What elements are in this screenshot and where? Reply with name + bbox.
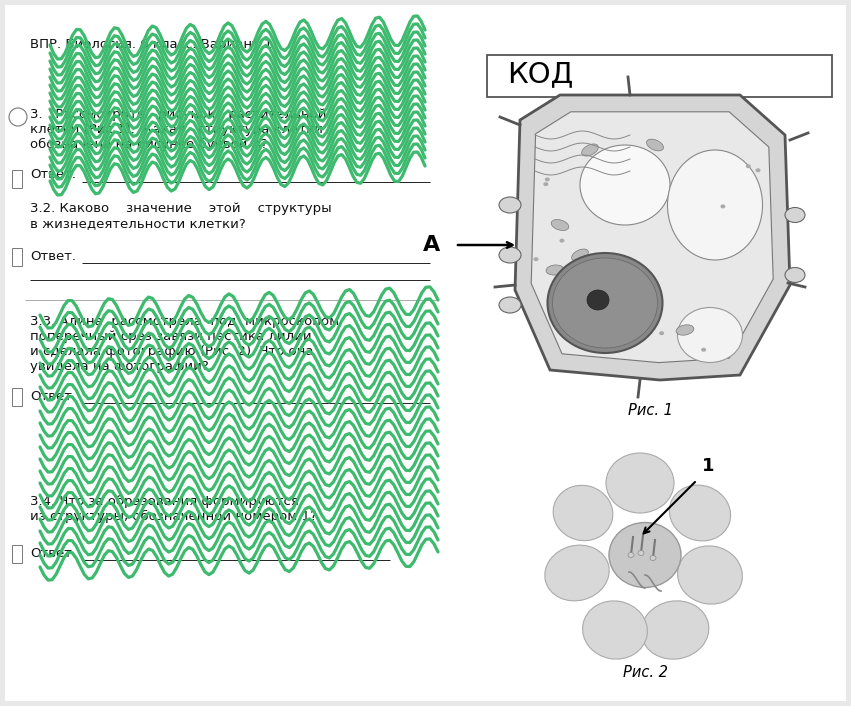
Text: Ответ.: Ответ. (30, 390, 76, 403)
Ellipse shape (546, 265, 564, 275)
Text: увидела на фотографии?: увидела на фотографии? (30, 360, 208, 373)
Text: и сделала фотографию (Рис. 2). Что она: и сделала фотографию (Рис. 2). Что она (30, 345, 313, 358)
Polygon shape (515, 95, 790, 380)
Ellipse shape (609, 522, 681, 587)
Ellipse shape (785, 208, 805, 222)
Ellipse shape (745, 164, 751, 168)
Text: ВПР. Биология. 6 класс. Вариант 1: ВПР. Биология. 6 класс. Вариант 1 (30, 38, 272, 51)
Ellipse shape (547, 253, 662, 353)
Text: 1: 1 (702, 457, 715, 475)
Text: 3.4. Что за образования формируются: 3.4. Что за образования формируются (30, 495, 299, 508)
Ellipse shape (499, 247, 521, 263)
Text: из структуры, обозначенной номером 1?: из структуры, обозначенной номером 1? (30, 510, 317, 523)
Text: КОД: КОД (507, 60, 574, 88)
Ellipse shape (636, 337, 641, 340)
Bar (487, 55, 832, 97)
Circle shape (9, 108, 27, 126)
Text: 3.   Рассмотрите   рисунок   растительной: 3. Рассмотрите рисунок растительной (30, 108, 327, 121)
Text: 3.2. Каково    значение    этой    структуры: 3.2. Каково значение этой структуры (30, 202, 332, 215)
Bar (12, 388, 22, 406)
Ellipse shape (552, 258, 658, 348)
Ellipse shape (670, 485, 731, 541)
Ellipse shape (499, 297, 521, 313)
Ellipse shape (785, 268, 805, 282)
Ellipse shape (534, 257, 539, 261)
Text: поперечный срез завязи пестика лилии: поперечный срез завязи пестика лилии (30, 330, 311, 343)
Ellipse shape (647, 139, 664, 151)
Text: обозначена на рисунке буквой А?: обозначена на рисунке буквой А? (30, 138, 267, 151)
Polygon shape (531, 112, 774, 363)
Ellipse shape (667, 150, 762, 260)
Text: Рис. 2: Рис. 2 (623, 665, 667, 680)
Bar (12, 248, 22, 266)
Ellipse shape (551, 220, 568, 230)
Ellipse shape (721, 205, 725, 208)
Text: Ответ.: Ответ. (30, 547, 76, 560)
Text: 3.3. Алина  рассмотрела  под  микроскопом: 3.3. Алина рассмотрела под микроскопом (30, 315, 340, 328)
Text: A: A (423, 235, 440, 255)
Ellipse shape (499, 197, 521, 213)
Ellipse shape (641, 601, 709, 659)
Ellipse shape (582, 144, 598, 156)
Ellipse shape (660, 331, 664, 335)
Ellipse shape (638, 551, 644, 556)
Ellipse shape (572, 249, 588, 261)
Ellipse shape (583, 601, 648, 659)
Bar (12, 545, 22, 563)
Ellipse shape (587, 290, 609, 310)
Text: клетки (Рис 1).  Какая   структура клетки: клетки (Рис 1). Какая структура клетки (30, 123, 323, 136)
Ellipse shape (676, 325, 694, 335)
Ellipse shape (677, 546, 742, 604)
Ellipse shape (648, 276, 653, 280)
Ellipse shape (543, 182, 548, 186)
Ellipse shape (545, 177, 550, 181)
Ellipse shape (628, 553, 634, 558)
Text: Ответ.: Ответ. (30, 250, 76, 263)
Text: Рис. 1: Рис. 1 (627, 403, 672, 418)
Ellipse shape (580, 145, 670, 225)
Bar (12, 170, 22, 188)
Ellipse shape (606, 453, 674, 513)
Ellipse shape (545, 545, 609, 601)
Ellipse shape (650, 556, 656, 561)
Ellipse shape (559, 239, 564, 243)
Ellipse shape (701, 348, 706, 352)
Ellipse shape (553, 485, 613, 541)
Text: в жизнедеятельности клетки?: в жизнедеятельности клетки? (30, 217, 246, 230)
Ellipse shape (677, 308, 743, 362)
Text: Ответ.: Ответ. (30, 168, 76, 181)
Ellipse shape (756, 168, 761, 172)
